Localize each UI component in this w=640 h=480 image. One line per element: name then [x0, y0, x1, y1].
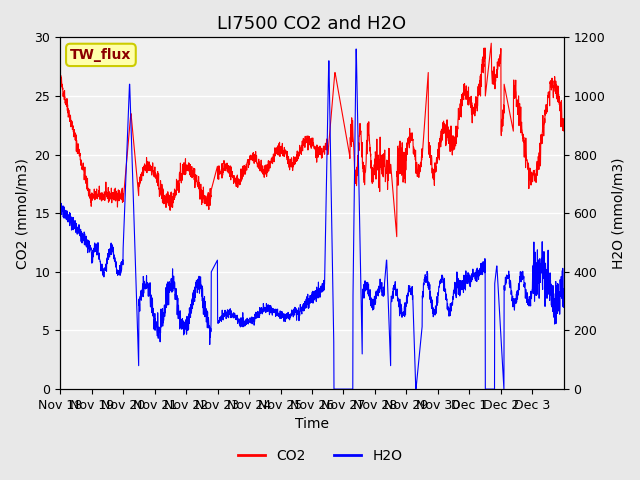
Y-axis label: H2O (mmol/m3): H2O (mmol/m3): [611, 157, 625, 269]
Legend: CO2, H2O: CO2, H2O: [232, 443, 408, 468]
Title: LI7500 CO2 and H2O: LI7500 CO2 and H2O: [218, 15, 406, 33]
X-axis label: Time: Time: [295, 418, 329, 432]
Y-axis label: CO2 (mmol/m3): CO2 (mmol/m3): [15, 158, 29, 269]
Text: TW_flux: TW_flux: [70, 48, 132, 62]
